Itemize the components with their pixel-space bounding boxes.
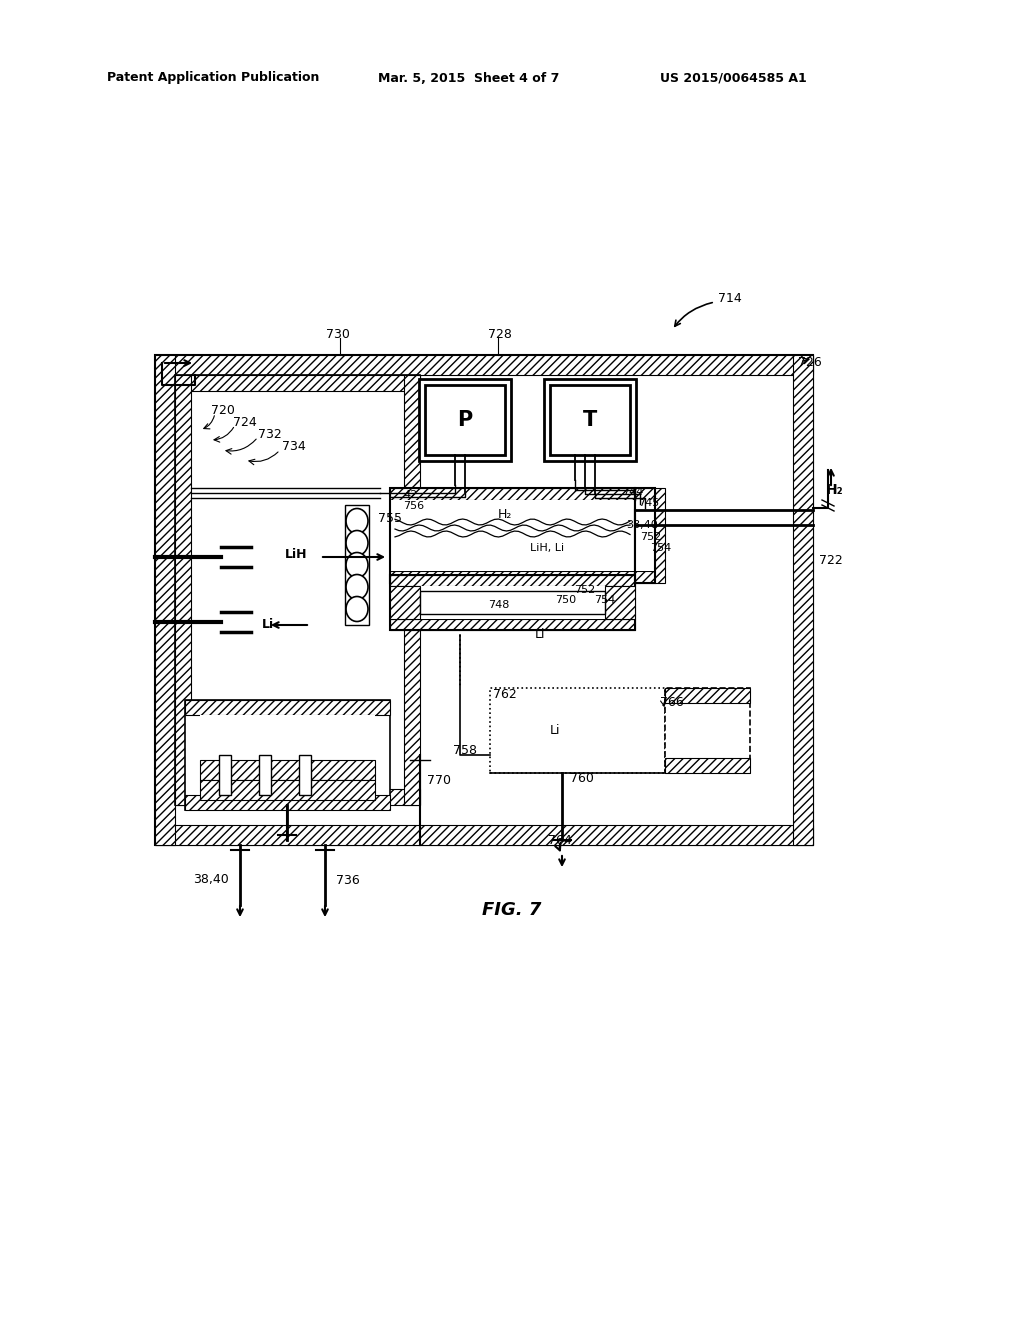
Text: 736: 736 [336, 874, 359, 887]
Bar [635, 488, 655, 583]
Bar [420, 591, 605, 614]
Bar [390, 619, 635, 630]
Text: 764: 764 [548, 833, 571, 846]
Bar [550, 385, 630, 455]
Text: 38,40: 38,40 [193, 874, 228, 887]
Bar [185, 700, 390, 810]
Bar [390, 488, 635, 583]
Bar [665, 688, 750, 774]
Text: 760: 760 [570, 771, 594, 784]
Text: 748: 748 [488, 601, 509, 610]
Bar [390, 586, 420, 619]
Bar [200, 715, 375, 795]
Bar [635, 488, 655, 500]
Text: 754: 754 [650, 543, 672, 553]
Bar [665, 758, 750, 774]
Text: H₂: H₂ [826, 483, 844, 498]
Text: 750: 750 [555, 595, 577, 605]
Text: 770: 770 [427, 774, 451, 787]
Text: LiH: LiH [285, 549, 307, 561]
Text: 745: 745 [638, 498, 659, 508]
Ellipse shape [346, 574, 368, 599]
Text: P: P [458, 411, 473, 430]
Bar [665, 688, 750, 704]
Text: 752: 752 [574, 585, 595, 595]
Text: Li: Li [535, 628, 546, 642]
Bar [390, 576, 635, 630]
Text: H₂: H₂ [498, 508, 512, 521]
Text: Patent Application Publication: Patent Application Publication [106, 71, 319, 84]
Text: Li: Li [262, 619, 274, 631]
Ellipse shape [346, 553, 368, 578]
Bar [390, 572, 635, 583]
Bar [185, 795, 390, 810]
Text: LiH, Li: LiH, Li [530, 543, 564, 553]
Bar [635, 572, 655, 583]
Text: 732: 732 [258, 428, 282, 441]
Text: 728: 728 [488, 329, 512, 342]
Text: 42: 42 [403, 490, 417, 500]
Text: 752: 752 [640, 532, 662, 543]
Bar [155, 355, 175, 845]
Bar [155, 355, 813, 375]
Text: US 2015/0064585 A1: US 2015/0064585 A1 [660, 71, 807, 84]
Bar [655, 488, 665, 583]
Text: Mar. 5, 2015  Sheet 4 of 7: Mar. 5, 2015 Sheet 4 of 7 [378, 71, 559, 84]
Ellipse shape [346, 531, 368, 556]
Bar [259, 755, 271, 795]
Bar [490, 688, 665, 774]
Ellipse shape [346, 597, 368, 622]
Text: Li: Li [550, 723, 560, 737]
Ellipse shape [346, 508, 368, 533]
Bar [793, 355, 813, 845]
Bar [345, 506, 369, 624]
Text: T: T [583, 411, 597, 430]
Bar [420, 591, 605, 614]
Bar [390, 488, 635, 500]
Text: 755: 755 [378, 511, 402, 524]
Bar [185, 700, 390, 715]
Text: 726: 726 [798, 355, 821, 368]
Bar [390, 576, 635, 586]
Bar [200, 780, 375, 800]
Bar [390, 586, 635, 619]
Bar [425, 385, 505, 455]
Text: 720: 720 [211, 404, 234, 417]
Text: 714: 714 [718, 292, 741, 305]
Text: 724: 724 [233, 416, 257, 429]
Bar [175, 789, 420, 805]
Text: 766: 766 [660, 697, 684, 710]
Bar [200, 760, 375, 780]
Bar [155, 825, 813, 845]
Bar [175, 375, 420, 391]
Text: FIG. 7: FIG. 7 [482, 902, 542, 919]
Bar [419, 379, 511, 461]
Bar [155, 355, 813, 845]
Text: 38,40: 38,40 [626, 520, 657, 531]
Bar [404, 375, 420, 805]
Text: 730: 730 [326, 329, 350, 342]
Bar [544, 379, 636, 461]
Bar [605, 586, 635, 619]
Text: 762: 762 [493, 689, 517, 701]
Bar [219, 755, 231, 795]
Bar [175, 375, 191, 805]
Text: 758: 758 [453, 743, 477, 756]
Text: 722: 722 [819, 553, 843, 566]
Bar [175, 375, 420, 805]
Text: 734: 734 [282, 441, 306, 454]
Bar [390, 500, 635, 572]
Bar [635, 500, 655, 572]
Text: 744: 744 [622, 487, 643, 498]
Text: 754: 754 [594, 595, 615, 605]
Bar [299, 755, 311, 795]
Text: 756: 756 [403, 502, 424, 511]
